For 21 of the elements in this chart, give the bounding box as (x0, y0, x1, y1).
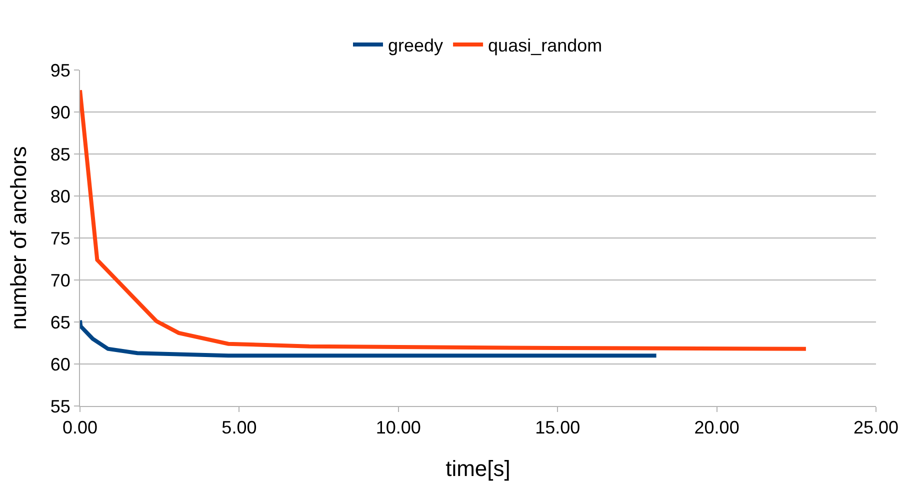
y-tick-label: 95 (50, 60, 70, 80)
y-tick-label: 60 (50, 354, 70, 374)
y-tick-label: 80 (50, 186, 70, 206)
x-tick-label: 25.00 (853, 418, 899, 438)
y-tick-label: 90 (50, 102, 70, 122)
line-series (80, 318, 658, 358)
x-tick-label: 15.00 (535, 418, 580, 438)
x-axis-title: time[s] (446, 456, 510, 481)
y-tick-label: 85 (50, 144, 70, 164)
legend-label: quasi_random (488, 36, 602, 56)
y-axis-title: number of anchors (6, 146, 31, 330)
y-tick-label: 70 (50, 270, 70, 290)
x-tick-label: 0.00 (62, 418, 98, 438)
x-tick-label: 20.00 (694, 418, 740, 438)
x-tick-label: 5.00 (222, 418, 257, 438)
y-tick-label: 65 (50, 312, 70, 332)
y-tick-label: 55 (50, 396, 70, 416)
line-series (80, 88, 808, 351)
y-tick-label: 75 (50, 228, 70, 248)
legend-label: greedy (388, 36, 444, 56)
x-tick-label: 10.00 (376, 418, 421, 438)
